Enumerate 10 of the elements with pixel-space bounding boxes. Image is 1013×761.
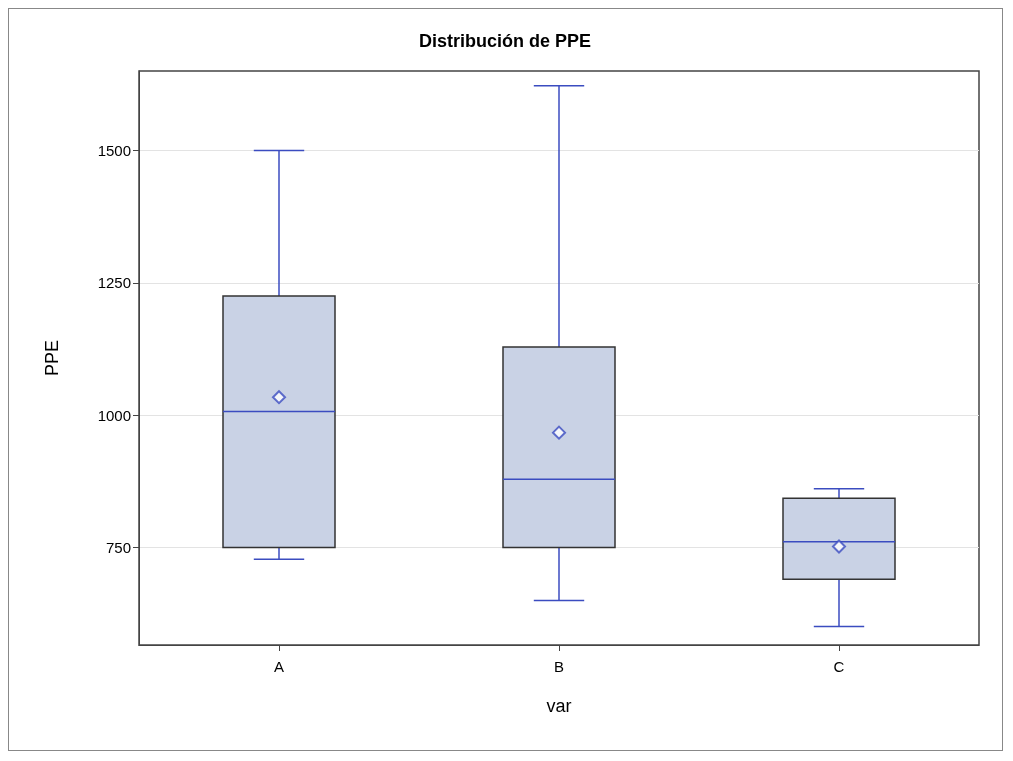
- x-tick-label: A: [273, 658, 285, 675]
- y-tick-label: 1000: [97, 406, 131, 424]
- x-tick-label: C: [833, 658, 845, 675]
- x-tick-label: B: [553, 658, 565, 675]
- y-tick-label: 1500: [97, 141, 131, 159]
- x-axis-title: var: [546, 696, 572, 716]
- y-tick-label: 1250: [97, 274, 131, 292]
- y-tick-label: 750: [105, 539, 131, 557]
- chart-title: Distribución de PPE: [418, 31, 592, 51]
- y-axis-title: PPE: [42, 339, 62, 377]
